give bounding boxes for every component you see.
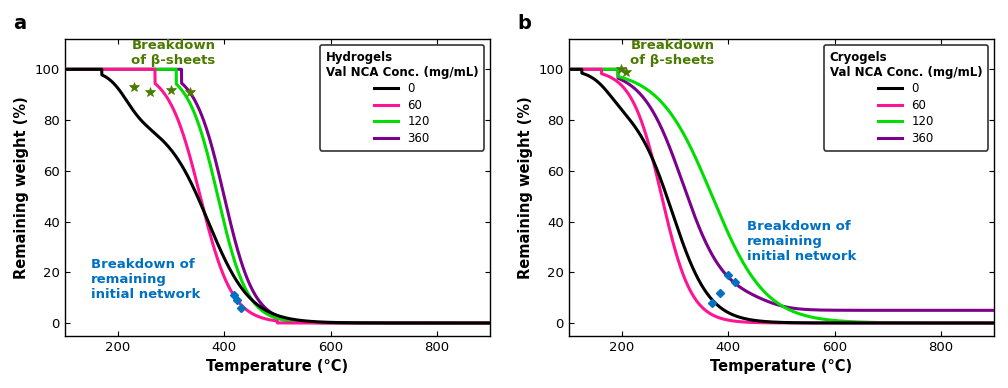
- Text: a: a: [13, 14, 26, 33]
- Text: b: b: [517, 14, 531, 33]
- Y-axis label: Remaining weight (%): Remaining weight (%): [14, 96, 29, 279]
- X-axis label: Temperature (°C): Temperature (°C): [711, 359, 853, 374]
- Legend: 0, 60, 120, 360: 0, 60, 120, 360: [824, 45, 988, 151]
- Text: Breakdown
of β-sheets: Breakdown of β-sheets: [131, 39, 216, 67]
- Text: Breakdown of
remaining
initial network: Breakdown of remaining initial network: [91, 258, 201, 301]
- Legend: 0, 60, 120, 360: 0, 60, 120, 360: [320, 45, 484, 151]
- X-axis label: Temperature (°C): Temperature (°C): [207, 359, 349, 374]
- Text: Breakdown
of β-sheets: Breakdown of β-sheets: [630, 39, 715, 67]
- Text: Breakdown of
remaining
initial network: Breakdown of remaining initial network: [747, 220, 856, 263]
- Y-axis label: Remaining weight (%): Remaining weight (%): [518, 96, 533, 279]
